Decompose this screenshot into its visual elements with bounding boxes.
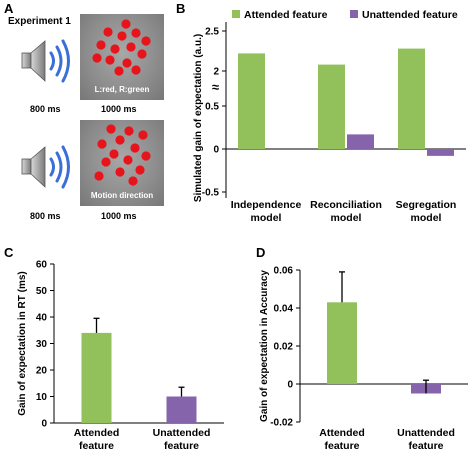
y-tick-label: 0.04 <box>274 304 294 315</box>
x-tick-label: feature <box>324 440 359 450</box>
stimulus-dot <box>106 124 116 134</box>
y-axis-title: Simulated gain of expectation (a.u.) <box>193 34 204 202</box>
stimulus-dots-1 <box>92 19 151 76</box>
y-axis-title: Gain of expectation in Accuracy <box>259 270 270 422</box>
x-tick-label: Unattended <box>397 427 455 439</box>
stimulus-display-2: Motion direction <box>80 120 164 206</box>
y-tick-label: -0.5 <box>202 188 220 199</box>
stimulus-dot <box>123 155 133 165</box>
bar-unattended <box>166 396 197 423</box>
legend-label: Unattended feature <box>362 9 458 21</box>
stimulus-dot <box>135 165 145 175</box>
x-tick-label: feature <box>79 440 114 450</box>
y-tick-label: 10 <box>36 392 48 403</box>
x-tick-label: Independence <box>231 199 302 211</box>
y-tick-label: 20 <box>36 366 48 377</box>
stimulus-caption-2: Motion direction <box>90 191 154 200</box>
stimulus-dot <box>138 130 148 140</box>
stimulus-dot <box>92 53 102 63</box>
stimulus-display-1: L:red, R:green <box>80 14 164 100</box>
bar-attended <box>81 332 112 423</box>
x-tick-label: Reconciliation <box>310 199 382 211</box>
stimulus-caption-1: L:red, R:green <box>94 85 150 94</box>
stimulus-dot <box>130 143 140 153</box>
bar-unattended <box>347 134 374 149</box>
stimulus-duration-2: 1000 ms <box>101 211 137 221</box>
panel-c-letter: C <box>4 245 14 260</box>
stimulus-dot <box>103 27 113 37</box>
stimulus-dot <box>141 151 151 161</box>
y-tick-label: 60 <box>36 260 48 271</box>
x-tick-label: Segregation <box>396 199 457 211</box>
stimulus-dot <box>128 176 138 186</box>
x-tick-label: Attended <box>319 427 365 439</box>
bar-unattended <box>427 149 454 156</box>
chart-c: 0 10 20 30 40 50 60 Gain of expectation in RT (… <box>17 260 224 450</box>
stimulus-duration-1: 1000 ms <box>101 104 137 114</box>
y-tick-label: 0.06 <box>274 266 294 277</box>
stimulus-dot <box>101 157 111 167</box>
x-tick-label: model <box>251 212 282 224</box>
y-tick-label: 30 <box>36 339 48 350</box>
stimulus-dot <box>121 19 131 29</box>
y-axis-title: Gain of expectation in RT (ms) <box>17 271 28 415</box>
y-tick-label: 0.02 <box>274 342 294 353</box>
y-tick-label: ≈ <box>212 80 219 95</box>
sound-duration-2: 800 ms <box>30 211 61 221</box>
y-tick-label: 2.5 <box>205 27 219 38</box>
legend-label: Attended feature <box>244 9 328 21</box>
panel-a-letter: A <box>4 1 14 16</box>
stimulus-dot <box>124 126 134 136</box>
x-tick-label: model <box>411 212 442 224</box>
stimulus-dot <box>131 65 141 75</box>
y-tick-label: 40 <box>36 313 48 324</box>
stimulus-dot <box>115 167 125 177</box>
stimulus-dot <box>96 40 106 50</box>
experiment-label: Experiment 1 <box>8 16 71 27</box>
y-tick-label: -0.02 <box>270 418 293 429</box>
y-tick-label: 0.5 <box>205 102 219 113</box>
panel-b-letter: B <box>176 1 186 16</box>
sound-duration-1: 800 ms <box>30 104 61 114</box>
chart-d: -0.02 0 0.02 0.04 0.06 Gain of expectation in… <box>259 266 468 450</box>
x-tick-label: feature <box>164 440 199 450</box>
x-tick-label: model <box>331 212 362 224</box>
stimulus-dot <box>115 135 125 145</box>
y-tick-label: 0 <box>287 380 293 391</box>
legend-swatch <box>350 10 358 18</box>
y-tick-label: 2 <box>213 67 219 78</box>
stimulus-dot <box>109 149 119 159</box>
stimulus-dot <box>131 28 141 38</box>
stimulus-dot <box>97 139 107 149</box>
bar-attended <box>318 64 345 149</box>
bar-attended <box>238 53 265 149</box>
x-tick-label: feature <box>408 440 443 450</box>
speaker-icon <box>18 34 76 88</box>
stimulus-dot <box>122 58 132 68</box>
stimulus-dot <box>117 31 127 41</box>
x-tick-label: Unattended <box>153 427 211 439</box>
stimulus-dot <box>94 171 104 181</box>
legend-swatch <box>232 10 240 18</box>
stimulus-dots-2 <box>94 124 151 186</box>
stimulus-dot <box>141 36 151 46</box>
stimulus-dot <box>137 49 147 59</box>
bar-attended <box>398 48 425 149</box>
y-tick-label: 0 <box>41 419 47 430</box>
stimulus-dot <box>105 55 115 65</box>
stimulus-dot <box>114 66 124 76</box>
stimulus-dot <box>110 44 120 54</box>
x-tick-label: Attended <box>74 427 120 439</box>
stimulus-dot <box>126 42 136 52</box>
y-tick-label: 50 <box>36 286 48 297</box>
y-tick-label: 0 <box>213 145 219 156</box>
bar-attended <box>327 302 357 384</box>
panel-d-letter: D <box>256 245 266 260</box>
speaker-icon <box>18 140 76 194</box>
